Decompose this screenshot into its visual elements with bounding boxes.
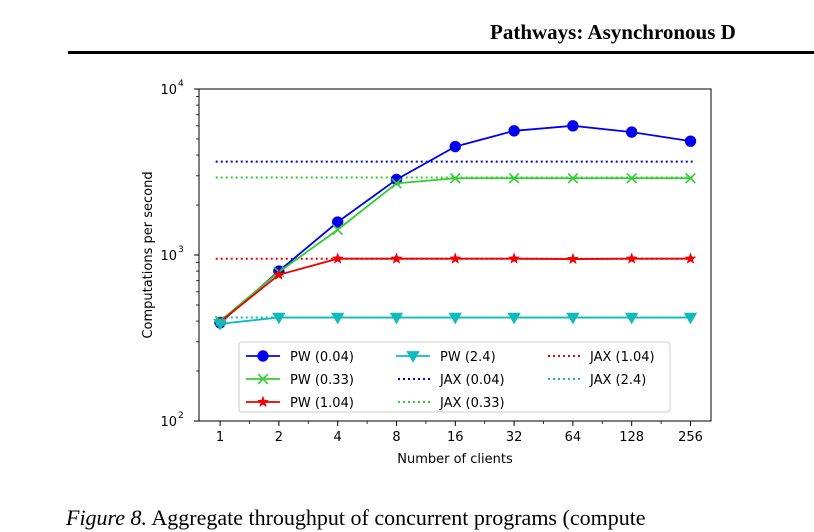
series-3-point-7: [625, 312, 639, 325]
legend-label-6: JAX (1.04): [589, 350, 655, 365]
legend-item-4: JAX (0.04): [398, 373, 505, 388]
legend-label-3: PW (2.4): [440, 350, 496, 365]
y-tick-exp-1: 3: [178, 245, 184, 255]
series-0-point-2: [331, 216, 344, 228]
x-tick-label-8: 256: [678, 430, 703, 445]
legend-swatch-marker-2: [256, 395, 270, 408]
legend-label-1: PW (0.33): [290, 373, 354, 388]
legend-item-7: JAX (2.4): [548, 373, 646, 388]
x-tick-label-5: 32: [506, 430, 523, 445]
legend-item-0: PW (0.04): [246, 350, 354, 365]
legend-swatch-marker-0: [257, 350, 269, 362]
series-1-point-8: [685, 172, 696, 184]
legend-box: [238, 341, 671, 413]
caption-text: Aggregate throughput of concurrent progr…: [147, 505, 646, 530]
figure-caption: Figure 8. Aggregate throughput of concur…: [66, 505, 646, 531]
series-0-point-3: [390, 173, 403, 186]
series-3-point-1: [272, 312, 286, 325]
series-line-0: [219, 124, 691, 324]
series-1-point-7: [626, 172, 638, 184]
legend: PW (0.04) PW (0.33) PW (1.04) PW (2.4) JAX (…: [238, 341, 671, 413]
series-3-point-6: [566, 312, 580, 325]
figure-label: Figure 8.: [66, 505, 148, 530]
legend-item-2: PW (1.04): [246, 395, 354, 411]
y-tick-base-1: 10: [160, 249, 177, 264]
legend-label-4: JAX (0.04): [439, 373, 505, 388]
plot-lines: [213, 120, 698, 331]
series-3-point-2: [331, 312, 345, 325]
legend-label-2: PW (1.04): [290, 396, 354, 411]
series-0-point-5: [508, 125, 520, 137]
series-line-1: [219, 177, 691, 322]
x-tick-label-1: 2: [275, 430, 283, 445]
legend-label-0: PW (0.04): [290, 350, 354, 365]
series-1-point-4: [449, 172, 461, 184]
series-2-point-7: [625, 252, 638, 264]
series-2-point-5: [508, 252, 521, 264]
x-tick-label-3: 8: [392, 430, 400, 445]
y-tick-exp-2: 4: [178, 79, 184, 89]
running-header: Pathways: Asynchronous D: [490, 20, 736, 44]
y-axis-label: Computations per second: [141, 171, 156, 338]
series-0-point-6: [567, 120, 579, 132]
series-2-point-6: [566, 252, 579, 265]
series-3-point-0: [213, 318, 227, 331]
header-rule: [68, 51, 814, 54]
legend-label-7: JAX (2.4): [589, 373, 646, 388]
legend-item-3: PW (2.4): [396, 350, 496, 365]
series-1-point-5: [508, 172, 520, 184]
x-tick-label-6: 64: [565, 430, 582, 445]
x-tick-label-0: 1: [216, 430, 224, 445]
x-axis-label: Number of clients: [397, 452, 513, 467]
y-tick-label-0: 10 2: [160, 411, 183, 430]
y-tick-exp-0: 2: [178, 411, 184, 421]
x-tick-label-4: 16: [447, 430, 464, 445]
x-tick-label-7: 128: [619, 430, 644, 445]
series-2-point-2: [331, 252, 344, 264]
series-3-point-5: [507, 312, 521, 325]
series-3-point-4: [448, 312, 462, 325]
y-tick-label-2: 10 4: [160, 79, 184, 98]
y-tick-base-2: 10: [160, 83, 177, 98]
series-3-point-8: [683, 312, 698, 325]
series-line-2: [219, 257, 691, 323]
series-2-point-4: [449, 252, 462, 264]
y-tick-label-1: 10 3: [160, 245, 183, 264]
y-tick-base-0: 10: [160, 415, 177, 430]
legend-swatch-marker-1: [257, 373, 269, 385]
legend-label-5: JAX (0.33): [439, 396, 505, 411]
series-0-point-8: [684, 135, 697, 147]
series-2-point-8: [684, 252, 697, 264]
series-2-point-3: [390, 252, 403, 264]
x-tick-label-2: 4: [334, 430, 342, 445]
series-3-point-3: [389, 312, 404, 325]
legend-item-1: PW (0.33): [246, 373, 354, 388]
series-2-point-1: [272, 268, 285, 280]
series-1-point-3: [391, 178, 402, 189]
legend-item-5: JAX (0.33): [398, 396, 505, 411]
series-1-point-6: [567, 172, 579, 184]
series-0-point-4: [449, 140, 461, 153]
series-1-point-2: [332, 224, 344, 236]
legend-item-6: JAX (1.04): [548, 350, 655, 365]
legend-swatch-marker-3: [406, 351, 420, 363]
series-0-point-7: [625, 126, 638, 138]
